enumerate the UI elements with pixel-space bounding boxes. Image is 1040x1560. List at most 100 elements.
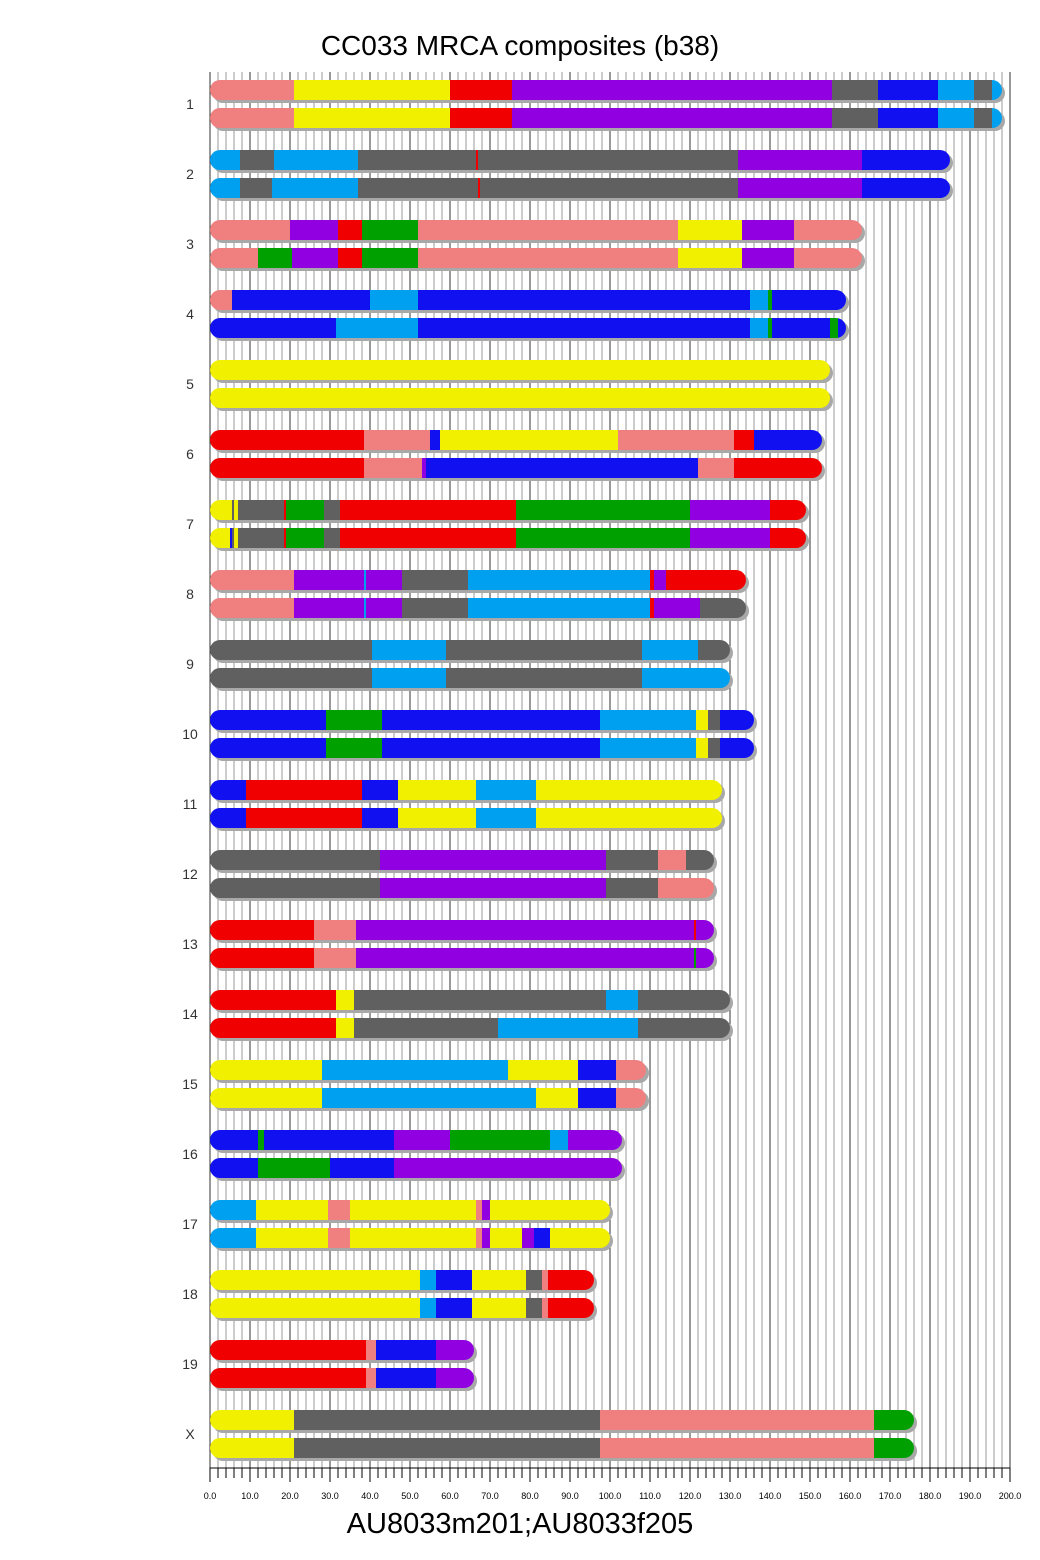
segment-B — [210, 1270, 421, 1290]
segment-A — [600, 1410, 875, 1430]
segment-D — [210, 318, 337, 338]
segment-G — [284, 528, 287, 548]
haplotype-bar — [210, 1438, 914, 1458]
segment-G — [548, 1298, 594, 1318]
x-tick-label: 90.0 — [561, 1491, 579, 1501]
segment-B — [678, 220, 743, 240]
segment-D — [230, 528, 233, 548]
segment-A — [658, 850, 687, 870]
segment-E — [498, 1018, 639, 1038]
segment-B — [256, 1228, 329, 1248]
segment-G — [666, 570, 746, 590]
segment-A — [328, 1228, 351, 1248]
segment-G — [338, 248, 363, 268]
segment-H — [742, 248, 795, 268]
segment-G — [210, 1368, 367, 1388]
segment-C — [686, 850, 714, 870]
segment-E — [274, 150, 359, 170]
grid-lines — [209, 72, 1011, 1468]
haplotype-bar — [210, 780, 722, 800]
segment-A — [418, 248, 679, 268]
x-tick-label: 60.0 — [441, 1491, 459, 1501]
segment-A — [314, 920, 357, 940]
chromosome-10 — [210, 710, 757, 761]
segment-A — [618, 430, 735, 450]
segment-B — [210, 1298, 421, 1318]
x-axis: 0.0 10.0 20.0 30.0 40.0 50.0 60.0 70.0 80.0 90.0 1… — [204, 1467, 1021, 1501]
segment-C — [358, 178, 479, 198]
segment-G — [650, 598, 655, 618]
segment-C — [354, 1018, 499, 1038]
segment-C — [238, 500, 285, 520]
segment-C — [478, 150, 739, 170]
haplotype-bar — [210, 948, 714, 968]
segment-G — [734, 430, 755, 450]
x-tick-label: 140.0 — [759, 1491, 782, 1501]
segment-D — [436, 1298, 473, 1318]
segment-E — [210, 1228, 257, 1248]
segment-B — [536, 780, 722, 800]
segment-H — [742, 220, 795, 240]
segment-A — [698, 458, 735, 478]
x-tick-label: 150.0 — [799, 1491, 822, 1501]
x-tick-label: 10.0 — [241, 1491, 259, 1501]
segment-B — [550, 1228, 610, 1248]
chromosome-9 — [210, 640, 733, 691]
segment-E — [606, 990, 639, 1010]
segment-C — [240, 150, 275, 170]
haplotype-bar — [210, 1130, 622, 1150]
segment-E — [750, 290, 769, 310]
segment-H — [366, 570, 403, 590]
segment-E — [420, 1270, 437, 1290]
haplotype-bar — [210, 1088, 646, 1108]
segment-H — [436, 1368, 474, 1388]
segment-E — [420, 1298, 437, 1318]
x-axis-label: AU8033m201;AU8033f205 — [346, 1508, 694, 1540]
segment-A — [364, 430, 431, 450]
segment-H — [422, 458, 427, 478]
segment-C — [606, 878, 659, 898]
segment-C — [832, 80, 879, 100]
segment-D — [862, 178, 950, 198]
segment-H — [568, 1130, 622, 1150]
chromosome-13 — [210, 920, 717, 971]
segment-D — [362, 780, 399, 800]
segment-B — [490, 1228, 523, 1248]
haplotype-bar — [210, 570, 746, 590]
segment-B — [336, 990, 355, 1010]
x-tick-label: 40.0 — [361, 1491, 379, 1501]
segment-G — [246, 808, 363, 828]
chromosome-X — [210, 1410, 917, 1461]
chromosome-16 — [210, 1130, 625, 1181]
segment-D — [426, 458, 699, 478]
chromosome-17 — [210, 1200, 613, 1251]
haplotype-bar — [210, 1158, 622, 1178]
x-tick-label: 30.0 — [321, 1491, 339, 1501]
haplotype-bar — [210, 668, 730, 688]
segment-D — [418, 318, 751, 338]
segment-C — [324, 500, 341, 520]
haplotype-bar — [210, 738, 754, 758]
segment-H — [690, 528, 771, 548]
segment-G — [694, 920, 697, 940]
haplotype-bar — [210, 248, 862, 268]
segment-B — [678, 248, 743, 268]
chromosome-label: 16 — [182, 1146, 198, 1162]
x-tick-label: 70.0 — [481, 1491, 499, 1501]
segment-A — [210, 290, 233, 310]
segment-D — [878, 80, 939, 100]
segment-G — [734, 458, 822, 478]
segment-G — [340, 500, 517, 520]
x-tick-label: 190.0 — [959, 1491, 982, 1501]
segment-B — [336, 1018, 355, 1038]
segment-H — [292, 248, 339, 268]
segment-H — [512, 80, 833, 100]
chromosome-label: 14 — [182, 1006, 198, 1022]
segment-E — [210, 1200, 257, 1220]
segment-C — [638, 1018, 730, 1038]
segment-H — [654, 598, 701, 618]
haplotype-bar — [210, 1298, 594, 1318]
haplotype-bar — [210, 878, 714, 898]
segment-A — [210, 248, 259, 268]
haplotype-bar — [210, 1340, 474, 1360]
